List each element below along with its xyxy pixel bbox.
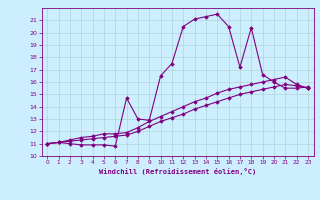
X-axis label: Windchill (Refroidissement éolien,°C): Windchill (Refroidissement éolien,°C) — [99, 168, 256, 175]
